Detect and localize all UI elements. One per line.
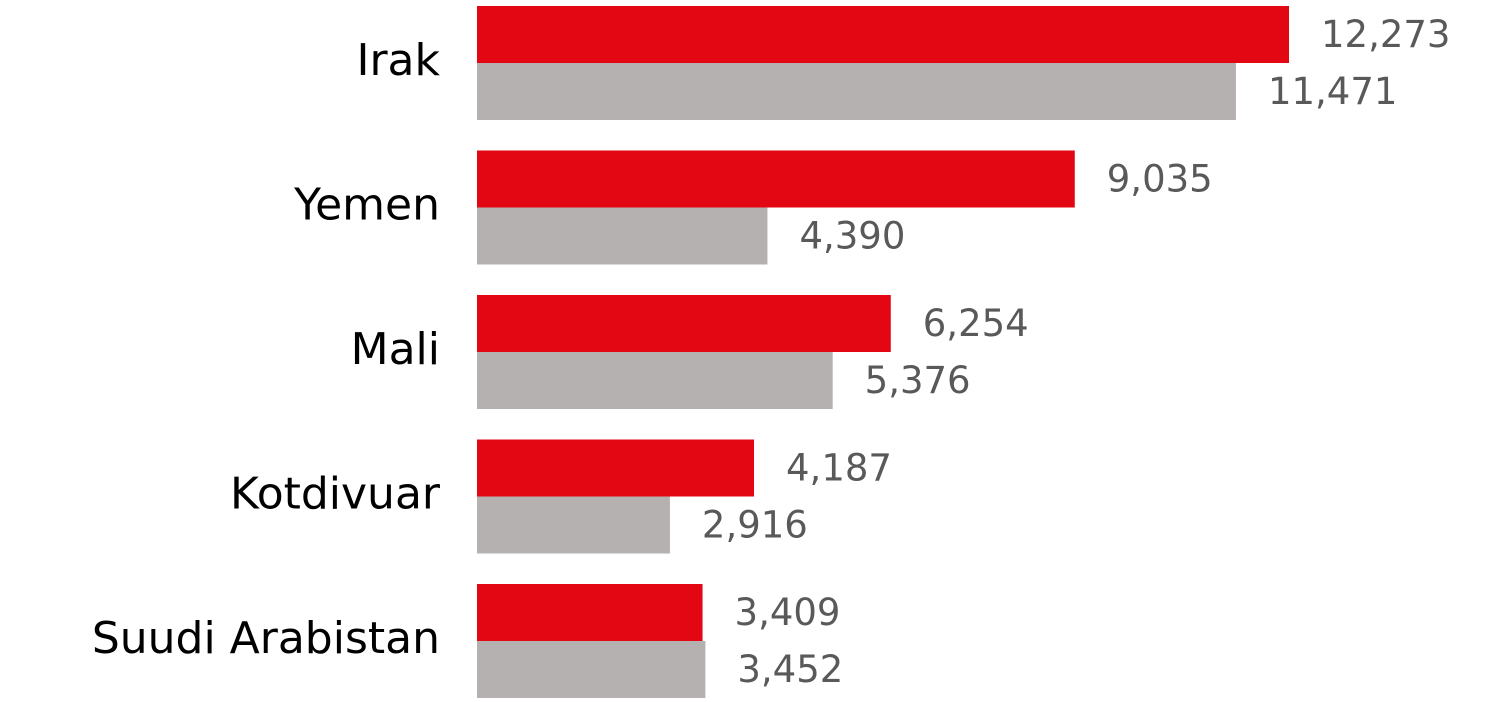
bar	[477, 63, 1236, 120]
value-label: 4,390	[799, 215, 905, 258]
value-label: 3,409	[735, 591, 841, 634]
value-label: 12,273	[1321, 13, 1450, 56]
bar	[477, 150, 1075, 208]
category-label: Suudi Arabistan	[92, 613, 440, 664]
bar	[477, 496, 670, 554]
bar	[477, 207, 768, 265]
category-label: Yemen	[293, 180, 440, 231]
category-label: Kotdivuar	[230, 469, 441, 520]
category-label: Mali	[351, 324, 440, 375]
value-label: 11,471	[1268, 70, 1397, 113]
bar	[477, 584, 703, 641]
bar	[477, 6, 1289, 63]
value-label: 2,916	[702, 504, 808, 547]
value-label: 5,376	[865, 359, 971, 402]
value-label: 4,187	[786, 447, 892, 490]
value-label: 6,254	[923, 302, 1029, 345]
category-label: Irak	[356, 35, 440, 86]
bar	[477, 641, 706, 698]
value-label: 9,035	[1107, 158, 1213, 201]
bar	[477, 352, 833, 409]
bar	[477, 439, 755, 497]
bar	[477, 295, 891, 352]
value-label: 3,452	[737, 648, 843, 691]
